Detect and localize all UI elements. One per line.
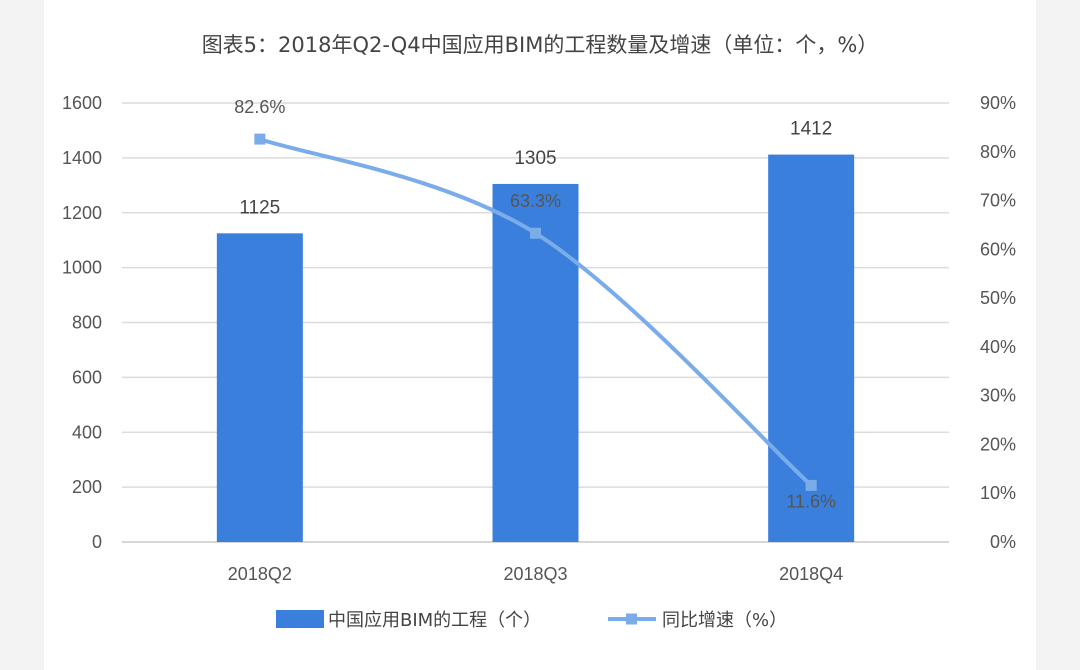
category-label: 2018Q4 [779,564,843,584]
right-tick-label: 60% [980,239,1016,259]
line-point [530,227,541,239]
line-value-label: 11.6% [786,491,836,511]
line-point [254,133,266,145]
left-tick-label: 0 [92,532,102,552]
bar-data-labels: 1125 1305 1412 [239,119,832,219]
right-tick-label: 70% [980,191,1016,211]
line-series [254,133,817,491]
line-value-label: 63.3% [510,191,561,211]
bar-value-label: 1125 [239,197,280,218]
right-tick-label: 50% [980,288,1016,308]
category-axis-labels: 2018Q2 2018Q3 2018Q4 [228,564,843,584]
line-data-labels: 82.6% 63.3% 11.6% [234,97,836,511]
legend-bar-swatch [276,610,324,628]
combo-chart: 图表5：2018年Q2-Q4中国应用BIM的工程数量及增速（单位：个，%） 0 2… [62,33,1016,631]
legend-bar-label: 中国应用BIM的工程（个） [328,610,541,631]
category-label: 2018Q2 [228,564,292,584]
right-axis-ticks: 0% 10% 20% 30% 40% 50% 60% 70% 80% 90% [980,93,1016,552]
chart-panel: 图表5：2018年Q2-Q4中国应用BIM的工程数量及增速（单位：个，%） 0 2… [44,0,1036,670]
right-tick-label: 20% [980,434,1016,454]
chart-title: 图表5：2018年Q2-Q4中国应用BIM的工程数量及增速（单位：个，%） [202,33,879,57]
right-tick-label: 40% [980,337,1016,357]
left-tick-label: 600 [72,367,102,387]
bar [492,183,579,543]
legend-line-marker [626,613,637,625]
bar-value-label: 1412 [790,119,832,140]
line-value-label: 82.6% [234,97,285,117]
left-tick-label: 200 [72,477,102,497]
left-tick-label: 1400 [62,148,102,168]
left-tick-label: 1600 [62,93,102,113]
legend-line-label: 同比增速（%） [662,610,787,631]
line-point [805,479,817,491]
bar-value-label: 1305 [514,148,556,169]
right-tick-label: 30% [980,386,1016,406]
right-tick-label: 90% [980,93,1016,113]
bar [768,154,855,542]
left-axis-ticks: 0 200 400 600 800 1000 1200 1400 1600 [62,93,102,552]
right-tick-label: 0% [990,532,1016,552]
right-tick-label: 80% [980,142,1016,162]
right-tick-label: 10% [980,483,1016,503]
legend: 中国应用BIM的工程（个） 同比增速（%） [276,610,787,631]
left-tick-label: 1200 [62,203,102,223]
left-margin [0,0,44,670]
left-tick-label: 1000 [62,258,102,278]
right-margin [1036,0,1080,670]
bar-series [216,154,855,543]
category-label: 2018Q3 [503,564,567,584]
left-tick-label: 400 [72,422,102,442]
left-tick-label: 800 [72,313,102,333]
bar [216,233,303,542]
